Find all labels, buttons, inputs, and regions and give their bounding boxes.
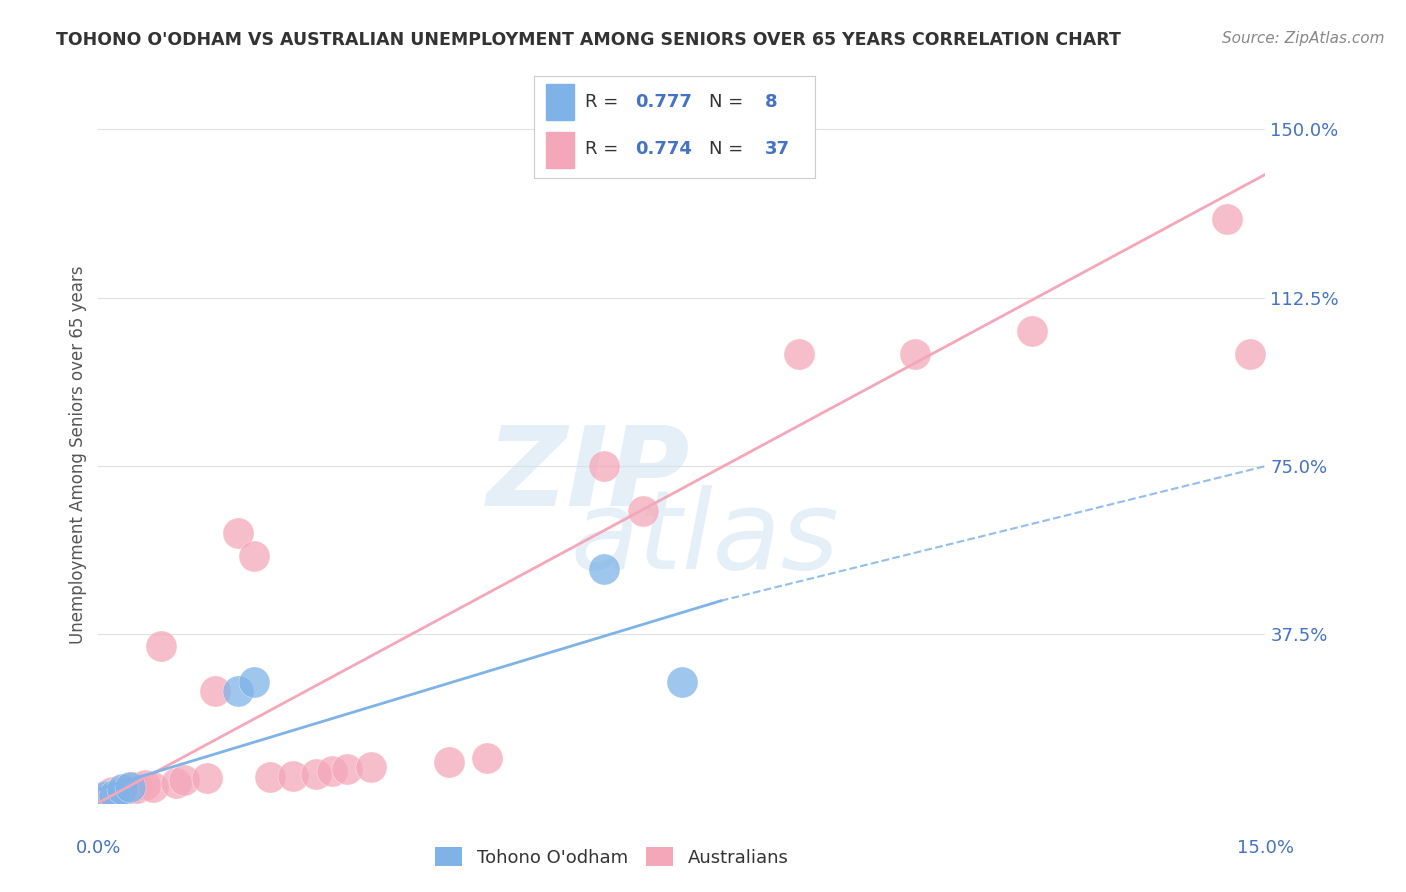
- Text: Source: ZipAtlas.com: Source: ZipAtlas.com: [1222, 31, 1385, 46]
- Point: [1215, 212, 1237, 227]
- Point: [904, 347, 927, 361]
- Point: [1021, 325, 1043, 339]
- Y-axis label: Unemployment Among Seniors over 65 years: Unemployment Among Seniors over 65 years: [69, 266, 87, 644]
- Text: R =: R =: [585, 140, 624, 158]
- Point: [593, 459, 616, 474]
- Point: [195, 771, 218, 785]
- Point: [111, 782, 134, 797]
- Point: [118, 780, 141, 794]
- Text: R =: R =: [585, 93, 624, 111]
- Text: 8: 8: [765, 93, 778, 111]
- Text: atlas: atlas: [571, 485, 839, 592]
- Point: [96, 789, 118, 803]
- Point: [97, 787, 120, 801]
- Point: [118, 783, 141, 797]
- Text: ZIP: ZIP: [486, 422, 690, 529]
- Point: [103, 787, 125, 801]
- Text: N =: N =: [709, 93, 748, 111]
- Point: [228, 526, 250, 541]
- Point: [437, 756, 460, 770]
- Point: [103, 788, 125, 802]
- Point: [91, 791, 114, 805]
- Point: [173, 773, 195, 788]
- Point: [321, 764, 343, 779]
- Point: [114, 782, 136, 797]
- Point: [122, 780, 145, 794]
- Text: 0.777: 0.777: [636, 93, 692, 111]
- Point: [243, 549, 266, 563]
- Point: [149, 639, 172, 653]
- Point: [142, 780, 165, 794]
- Point: [93, 790, 115, 805]
- Point: [204, 683, 226, 698]
- Point: [305, 766, 328, 780]
- Point: [134, 778, 156, 792]
- Point: [336, 762, 359, 776]
- Point: [96, 789, 118, 803]
- Legend: Tohono O'odham, Australians: Tohono O'odham, Australians: [427, 840, 796, 874]
- Point: [98, 788, 121, 802]
- Point: [1239, 347, 1261, 361]
- Point: [127, 781, 149, 796]
- Point: [259, 770, 281, 784]
- Point: [671, 674, 693, 689]
- Point: [477, 751, 499, 765]
- Text: TOHONO O'ODHAM VS AUSTRALIAN UNEMPLOYMENT AMONG SENIORS OVER 65 YEARS CORRELATIO: TOHONO O'ODHAM VS AUSTRALIAN UNEMPLOYMEN…: [56, 31, 1121, 49]
- Point: [593, 562, 616, 576]
- Text: 0.0%: 0.0%: [76, 838, 121, 856]
- Point: [631, 504, 654, 518]
- Point: [165, 775, 187, 789]
- Point: [281, 769, 304, 783]
- Point: [360, 760, 382, 774]
- Text: 0.774: 0.774: [636, 140, 692, 158]
- Point: [228, 683, 250, 698]
- Point: [101, 784, 124, 798]
- Bar: [546, 84, 574, 120]
- Point: [787, 347, 810, 361]
- Point: [107, 786, 129, 800]
- Bar: [546, 132, 574, 168]
- Text: 37: 37: [765, 140, 790, 158]
- Text: N =: N =: [709, 140, 748, 158]
- Text: 15.0%: 15.0%: [1237, 838, 1294, 856]
- Point: [243, 674, 266, 689]
- Point: [111, 784, 134, 798]
